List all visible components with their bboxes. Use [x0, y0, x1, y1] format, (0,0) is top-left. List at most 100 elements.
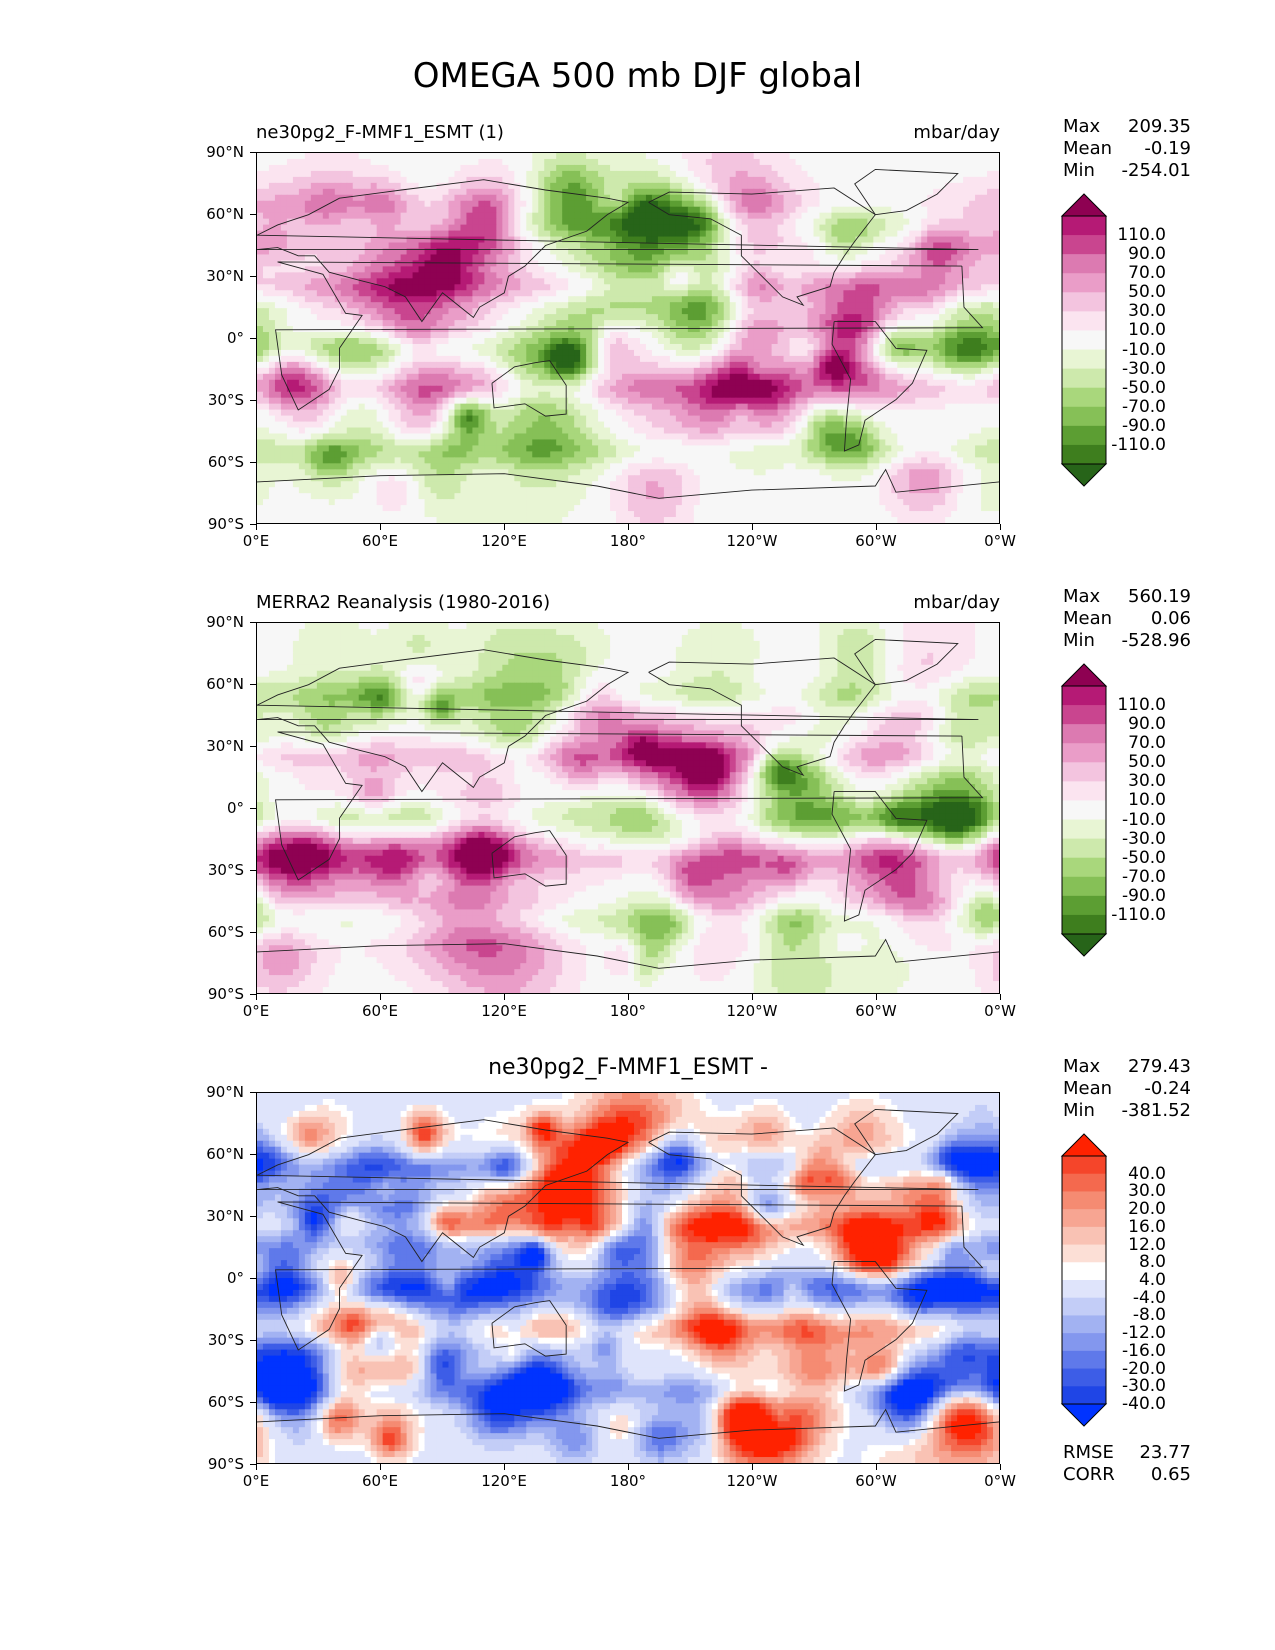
colorbar-bin	[1062, 330, 1106, 351]
colorbar-bin	[1062, 1209, 1106, 1228]
stat-label: Max	[1063, 1056, 1100, 1078]
colorbar-bin	[1062, 1368, 1106, 1387]
colorbar-bin	[1062, 781, 1106, 801]
y-tick-label: 0°	[184, 799, 244, 817]
coastline-2	[491, 1300, 567, 1357]
y-tick-mark	[250, 622, 256, 623]
colorbar-bin	[1062, 724, 1106, 744]
y-tick-label: 90°N	[184, 143, 244, 161]
colorbar-bin	[1062, 914, 1106, 935]
y-tick-label: 90°S	[184, 1455, 244, 1473]
colorbar-tick-label: 8.0	[1110, 1252, 1166, 1272]
y-tick-mark	[250, 462, 256, 463]
colorbar-tick-label: -16.0	[1110, 1341, 1166, 1361]
metrics-box: RMSE 23.77 CORR 0.65	[1063, 1442, 1191, 1486]
colorbar-bin	[1062, 876, 1106, 897]
x-tick-label: 60°W	[841, 1472, 911, 1490]
y-tick-mark	[250, 994, 256, 995]
coastlines	[257, 638, 999, 969]
y-tick-mark	[250, 1216, 256, 1217]
metric-label: CORR	[1063, 1464, 1115, 1486]
y-tick-label: 60°N	[184, 1145, 244, 1163]
coastlines	[257, 168, 999, 499]
colorbar-tick-label: -40.0	[1110, 1394, 1166, 1414]
x-tick-label: 180°	[593, 1002, 663, 1020]
stat-value: 209.35	[1128, 116, 1191, 138]
coastline-1	[257, 179, 979, 323]
colorbar-tick-label: 12.0	[1110, 1235, 1166, 1255]
y-tick-mark	[250, 1154, 256, 1155]
colorbar-outline	[1061, 685, 1107, 935]
panel-title-left: ne30pg2_F-MMF1_ESMT (1)	[256, 122, 504, 143]
y-tick-mark	[250, 338, 256, 339]
y-tick-mark	[250, 870, 256, 871]
x-tick-label: 180°	[593, 1472, 663, 1490]
colorbar-tick-label: -110.0	[1110, 435, 1166, 455]
y-tick-label: 30°S	[184, 1331, 244, 1349]
y-tick-label: 60°N	[184, 205, 244, 223]
coastline-3	[648, 657, 876, 777]
colorbar-tick-label: 10.0	[1110, 790, 1166, 810]
stat-row-min: Min -254.01	[1063, 160, 1191, 182]
y-tick-label: 60°S	[184, 1393, 244, 1411]
colorbar-bin	[1062, 216, 1106, 236]
x-tick-mark	[628, 994, 629, 1000]
x-tick-label: 0°W	[965, 1002, 1035, 1020]
coastline-6	[257, 1408, 999, 1439]
coastline-4	[831, 321, 928, 452]
y-tick-label: 30°S	[184, 391, 244, 409]
x-tick-label: 120°E	[469, 1002, 539, 1020]
colorbar-bin	[1062, 1191, 1106, 1210]
colorbar-tick-label: 50.0	[1110, 752, 1166, 772]
y-tick-mark	[250, 524, 256, 525]
colorbar-bin	[1062, 273, 1106, 293]
y-tick-mark	[250, 1092, 256, 1093]
colorbar-tick-label: -50.0	[1110, 848, 1166, 868]
y-tick-mark	[250, 1402, 256, 1403]
colorbar-tick-label: -30.0	[1110, 1376, 1166, 1396]
coastline-2	[491, 360, 567, 417]
stat-label: Max	[1063, 586, 1100, 608]
y-tick-mark	[250, 400, 256, 401]
colorbar-tick-label: -30.0	[1110, 829, 1166, 849]
colorbar-bottom-extend	[1060, 1403, 1108, 1427]
stat-row-mean: Mean -0.19	[1063, 138, 1191, 160]
coastline-1	[257, 1119, 979, 1263]
y-tick-label: 90°N	[184, 1083, 244, 1101]
x-tick-label: 180°	[593, 532, 663, 550]
panel-title-left: MERRA2 Reanalysis (1980-2016)	[256, 592, 550, 613]
x-tick-mark	[1000, 1464, 1001, 1470]
colorbar-bin	[1062, 1350, 1106, 1370]
y-tick-label: 60°S	[184, 923, 244, 941]
coastline-4	[831, 791, 928, 922]
x-tick-label: 60°E	[345, 1002, 415, 1020]
y-tick-label: 0°	[184, 329, 244, 347]
colorbar-tick-label: 110.0	[1110, 225, 1166, 245]
coastline-1	[257, 649, 979, 793]
stat-value: 560.19	[1128, 586, 1191, 608]
colorbar-bin	[1062, 1333, 1106, 1352]
y-tick-mark	[250, 214, 256, 215]
colorbar-bin	[1062, 1173, 1106, 1192]
y-tick-label: 90°S	[184, 985, 244, 1003]
y-tick-mark	[250, 746, 256, 747]
colorbar-tick-label: 10.0	[1110, 320, 1166, 340]
colorbar-tick-label: -110.0	[1110, 905, 1166, 925]
y-tick-mark	[250, 1278, 256, 1279]
panel-title-center: ne30pg2_F-MMF1_ESMT -	[256, 1055, 1000, 1080]
coastline-5	[854, 638, 959, 686]
colorbar-bin	[1062, 1226, 1106, 1246]
colorbar-bin	[1062, 819, 1106, 840]
colorbar-outline	[1061, 215, 1107, 465]
colorbar-top-extend	[1060, 1133, 1108, 1157]
x-tick-mark	[1000, 524, 1001, 530]
x-tick-label: 0°E	[221, 1002, 291, 1020]
stat-row-max: Max 279.43	[1063, 1056, 1191, 1078]
y-tick-label: 90°N	[184, 613, 244, 631]
coastline-6	[257, 938, 999, 969]
y-tick-label: 30°N	[184, 737, 244, 755]
colorbar-tick-label: 90.0	[1110, 244, 1166, 264]
colorbar-tick-label: -70.0	[1110, 867, 1166, 887]
colorbar-top-extend	[1060, 193, 1108, 217]
stat-label: Min	[1063, 1100, 1095, 1122]
